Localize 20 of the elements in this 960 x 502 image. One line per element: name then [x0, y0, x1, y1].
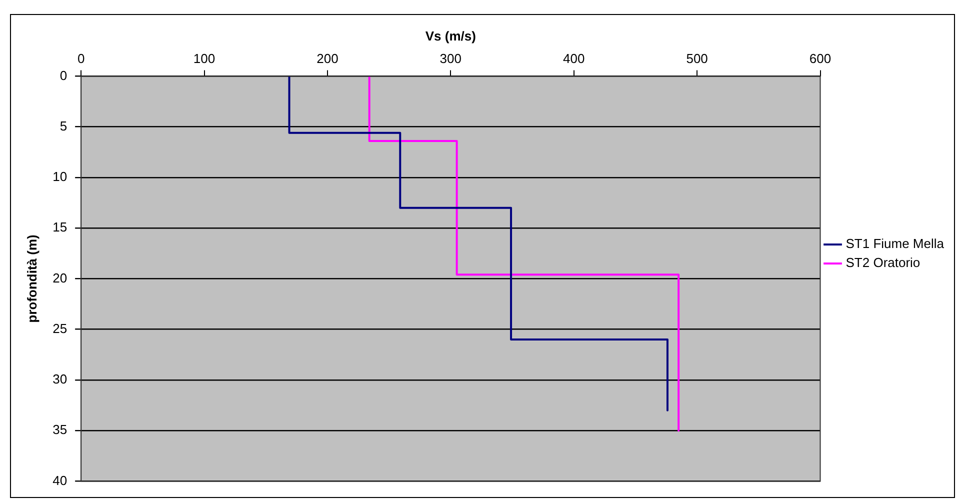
- y-tick-label: 5: [60, 118, 68, 134]
- x-tick-label: 500: [686, 50, 708, 66]
- y-tick-label: 10: [52, 169, 68, 184]
- legend-label: ST1 Fiume Mella: [846, 236, 945, 252]
- y-tick-label: 15: [52, 220, 68, 235]
- x-tick-label: 400: [563, 50, 585, 66]
- x-tick-label: 600: [809, 50, 832, 66]
- y-tick-label: 35: [52, 422, 68, 438]
- y-axis-title: profondità (m): [24, 234, 40, 323]
- x-tick-label: 0: [77, 50, 85, 66]
- y-tick-label: 25: [52, 320, 68, 336]
- x-axis-title: Vs (m/s): [425, 28, 476, 44]
- y-tick-label: 0: [60, 68, 68, 83]
- y-tick-label: 20: [52, 270, 68, 286]
- x-tick-label: 100: [193, 50, 216, 66]
- x-tick-label: 300: [440, 50, 462, 66]
- legend-label: ST2 Oratorio: [846, 255, 920, 270]
- y-tick-label: 30: [52, 372, 68, 387]
- x-tick-label: 200: [316, 50, 338, 66]
- y-tick-label: 40: [52, 472, 68, 488]
